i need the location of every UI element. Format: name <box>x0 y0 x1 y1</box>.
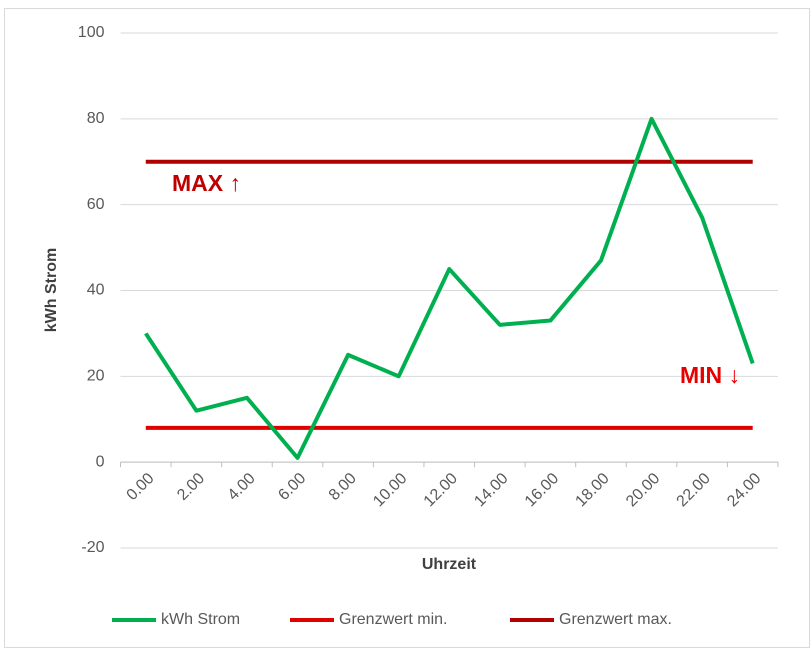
y-tick-label: -20 <box>81 539 104 556</box>
y-tick-label: 60 <box>87 196 105 213</box>
y-tick-label: 0 <box>96 453 105 470</box>
y-axis-label: kWh Strom <box>43 248 60 332</box>
legend-label: Grenzwert max. <box>559 611 672 628</box>
x-axis-label: Uhrzeit <box>422 556 477 573</box>
annotation: MAX ↑ <box>172 170 241 196</box>
legend-label: kWh Strom <box>161 611 240 628</box>
y-tick-label: 40 <box>87 282 105 299</box>
series-line <box>144 116 755 460</box>
y-tick-label: 80 <box>87 110 105 127</box>
annotation: MIN ↓ <box>680 362 740 388</box>
y-tick-label: 20 <box>87 368 105 385</box>
legend-label: Grenzwert min. <box>339 611 447 628</box>
y-tick-label: 100 <box>78 24 105 41</box>
chart-frame <box>4 8 810 648</box>
